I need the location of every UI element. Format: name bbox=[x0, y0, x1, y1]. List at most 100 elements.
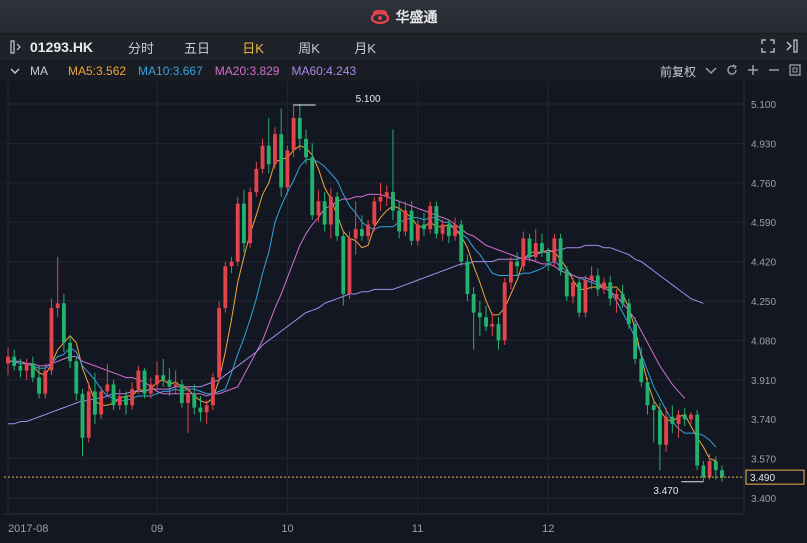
candle bbox=[285, 145, 290, 195]
ma-label: MA bbox=[30, 64, 48, 78]
candle-body bbox=[490, 324, 495, 327]
candle bbox=[657, 402, 662, 471]
candle-body bbox=[242, 203, 246, 244]
candle bbox=[61, 294, 66, 352]
candle bbox=[422, 212, 426, 237]
candle-body bbox=[341, 236, 346, 295]
candle bbox=[359, 215, 364, 241]
candle bbox=[242, 189, 246, 253]
candle bbox=[409, 201, 414, 246]
ma10-value: MA10:3.667 bbox=[138, 64, 203, 78]
chart-annotations: 5.100 3.470 3.490 bbox=[4, 94, 805, 497]
sidebar-toggle-icon[interactable] bbox=[10, 40, 24, 54]
candle-body bbox=[24, 363, 29, 371]
candle bbox=[341, 231, 346, 306]
candlesticks bbox=[6, 104, 724, 482]
candle bbox=[99, 386, 104, 420]
candle-body bbox=[515, 261, 520, 267]
candle-body bbox=[720, 470, 724, 478]
candle-body bbox=[266, 145, 271, 165]
candle bbox=[527, 233, 532, 262]
candle bbox=[707, 453, 712, 480]
candle-body bbox=[322, 201, 327, 225]
candle bbox=[415, 219, 420, 246]
candle bbox=[614, 289, 619, 313]
fullscreen-icon[interactable] bbox=[761, 39, 775, 56]
chevron-down-icon[interactable] bbox=[10, 67, 22, 75]
candle bbox=[6, 347, 10, 376]
price-adjust-select[interactable]: 前复权 bbox=[659, 65, 696, 79]
candle bbox=[446, 219, 451, 244]
candle-body bbox=[602, 282, 606, 290]
candle-body bbox=[260, 145, 265, 169]
chart-toolbar: 01293.HK 分时 五日 日K 周K 月K bbox=[0, 34, 807, 60]
candle-body bbox=[179, 384, 184, 403]
candle-body bbox=[465, 261, 470, 295]
tab-daily-k[interactable]: 日K bbox=[242, 40, 264, 56]
candle bbox=[55, 256, 60, 318]
candle bbox=[453, 217, 457, 241]
candle-body bbox=[18, 365, 23, 371]
candle bbox=[179, 379, 184, 408]
candle bbox=[366, 219, 371, 241]
zoom-out-icon[interactable] bbox=[768, 64, 780, 79]
candle-body bbox=[99, 391, 104, 415]
candle-body bbox=[583, 280, 588, 313]
candle bbox=[192, 384, 197, 415]
candle-body bbox=[148, 384, 153, 394]
x-tick-label: 12 bbox=[542, 523, 554, 535]
refresh-icon[interactable] bbox=[726, 64, 738, 79]
candle bbox=[521, 231, 526, 271]
stock-symbol: 01293.HK bbox=[30, 39, 94, 55]
tab-five-day[interactable]: 五日 bbox=[184, 40, 211, 56]
candle-body bbox=[670, 416, 675, 424]
candle bbox=[378, 182, 383, 211]
candle-body bbox=[701, 465, 706, 478]
y-tick-label: 4.080 bbox=[751, 336, 776, 347]
collapse-panel-icon[interactable] bbox=[785, 39, 799, 56]
settings-icon[interactable] bbox=[789, 64, 801, 79]
tab-intraday[interactable]: 分时 bbox=[128, 40, 155, 56]
candle bbox=[322, 192, 327, 232]
candle bbox=[720, 465, 724, 482]
candle bbox=[626, 298, 631, 329]
candle bbox=[620, 284, 625, 308]
candle-body bbox=[142, 370, 147, 394]
ma-line-ma20 bbox=[8, 193, 686, 399]
ma-line-ma60 bbox=[8, 244, 704, 425]
candle bbox=[496, 317, 501, 350]
tab-monthly-k[interactable]: 月K bbox=[354, 40, 376, 56]
candle bbox=[589, 266, 594, 290]
candle-body bbox=[707, 460, 712, 478]
candle bbox=[328, 187, 333, 239]
candle bbox=[645, 377, 650, 415]
candle bbox=[664, 407, 669, 452]
adjust-chevron-icon[interactable] bbox=[705, 65, 717, 79]
candle-body bbox=[198, 407, 203, 413]
candle-body bbox=[316, 201, 321, 216]
candle-body bbox=[124, 396, 128, 406]
zoom-in-icon[interactable] bbox=[747, 64, 759, 79]
candle bbox=[43, 363, 48, 399]
candle-body bbox=[471, 294, 476, 313]
candle-body bbox=[210, 377, 215, 406]
candle-body bbox=[508, 261, 513, 283]
kline-chart-svg[interactable]: 5.100 4.930 4.760 4.590 4.420 4.250 4.080 3.910… bbox=[0, 82, 807, 538]
candle bbox=[279, 108, 284, 197]
high-price-label: 5.100 bbox=[356, 94, 381, 105]
candle bbox=[347, 231, 352, 299]
brand-logo-icon bbox=[370, 9, 390, 24]
ma-indicator-bar: MA MA5:3.562 MA10:3.667 MA20:3.829 MA60:… bbox=[0, 61, 807, 81]
y-tick-label: 3.910 bbox=[751, 376, 776, 387]
kline-chart[interactable]: 5.100 4.930 4.760 4.590 4.420 4.250 4.080 3.910… bbox=[0, 82, 807, 538]
tab-weekly-k[interactable]: 周K bbox=[298, 40, 320, 56]
candle-body bbox=[502, 282, 507, 341]
candle bbox=[403, 201, 408, 237]
candle bbox=[477, 301, 482, 336]
candle bbox=[24, 358, 29, 380]
candle bbox=[37, 365, 41, 399]
candle bbox=[670, 405, 675, 434]
candle bbox=[167, 368, 172, 397]
candle-body bbox=[434, 205, 439, 234]
candle bbox=[540, 233, 544, 257]
